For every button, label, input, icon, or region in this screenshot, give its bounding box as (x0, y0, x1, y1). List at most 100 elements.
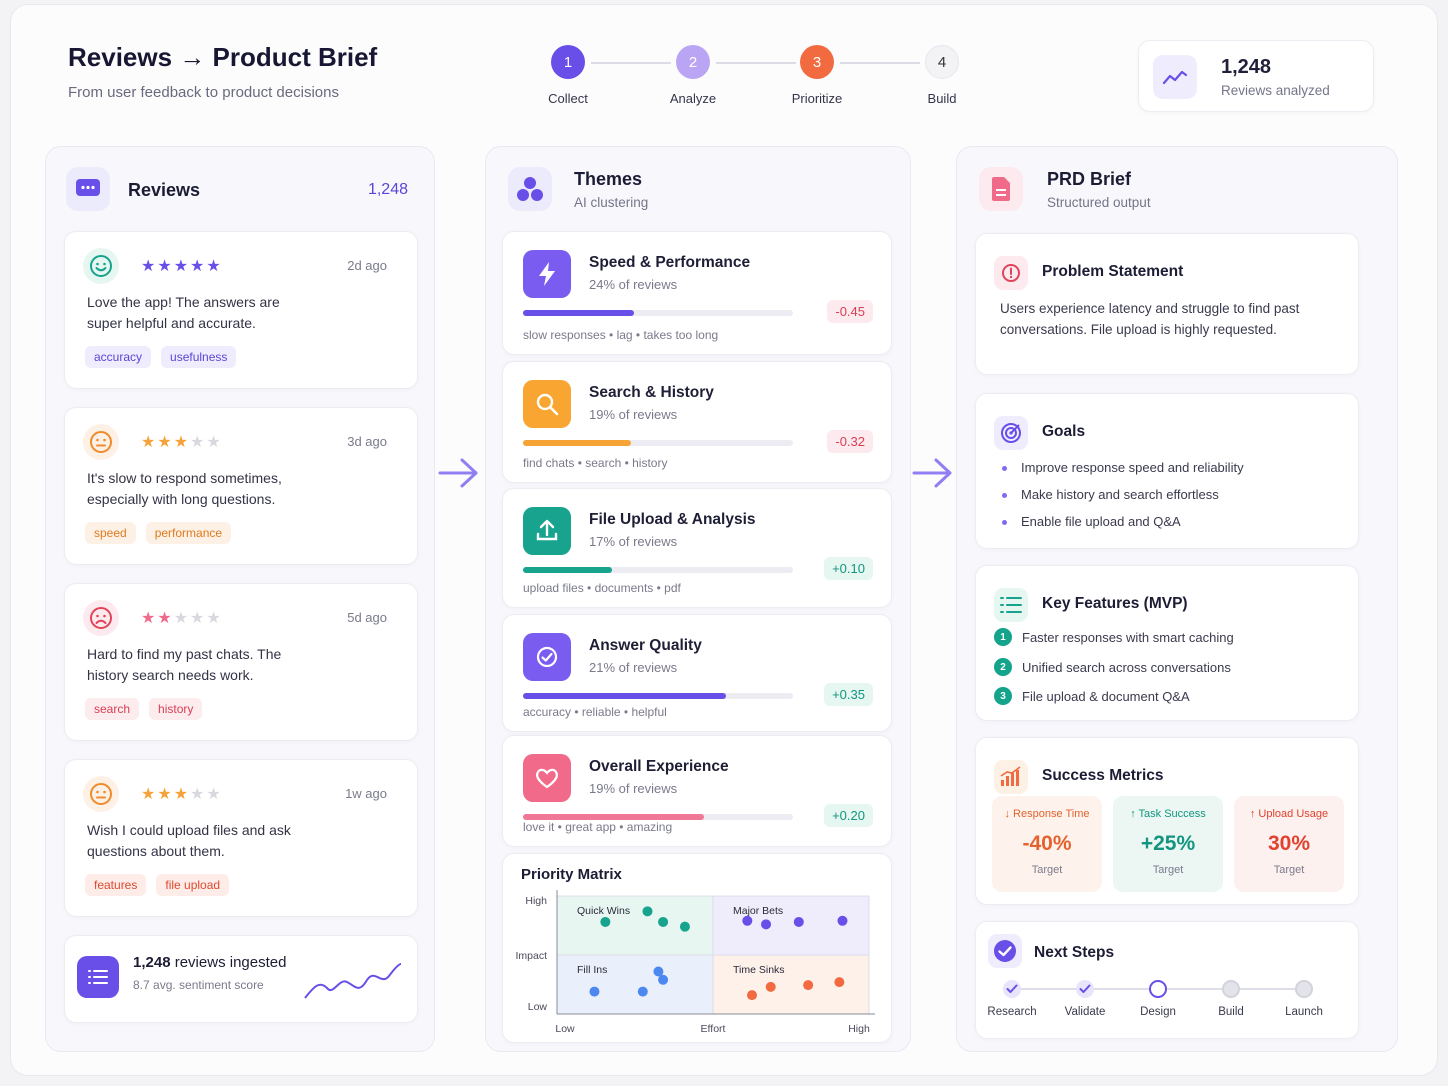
tag[interactable]: features (85, 874, 147, 896)
sentiment-score: +0.20 (824, 804, 873, 827)
next-steps-title: Next Steps (1034, 944, 1115, 961)
theme-card[interactable]: Overall Experience 19% of reviews +0.20 lov… (502, 735, 892, 847)
review-age: 1w ago (345, 786, 387, 801)
metric-target: Target (1152, 864, 1184, 876)
checklist-icon (994, 588, 1028, 622)
y-high-label: High (525, 895, 547, 907)
theme-bar-fill (523, 814, 704, 820)
review-age: 5d ago (347, 610, 387, 625)
metric-value: +25% (1140, 832, 1196, 855)
themes-title: Themes (574, 169, 643, 189)
x-low-label: Low (555, 1023, 575, 1035)
step-build[interactable]: 4 Build (902, 45, 982, 106)
step-analyze[interactable]: 2 Analyze (653, 45, 733, 106)
review-age: 2d ago (347, 258, 387, 273)
reviews-count: 1,248 (367, 181, 408, 198)
matrix-point (679, 921, 690, 932)
step-number: 3 (800, 45, 834, 79)
theme-bar (523, 310, 793, 316)
next-step-research[interactable]: Research (977, 980, 1047, 1018)
matrix-point (742, 915, 753, 926)
step-label: Analyze (669, 91, 717, 106)
step-number: 2 (676, 45, 710, 79)
next-step-label: Validate (1064, 1006, 1106, 1018)
theme-bar (523, 814, 793, 820)
theme-card[interactable]: Speed & Performance 24% of reviews -0.45 sl… (502, 231, 892, 355)
step-collect[interactable]: 1 Collect (528, 45, 608, 106)
theme-keywords: slow responses • lag • takes too long (523, 328, 719, 342)
next-step-launch[interactable]: Launch (1269, 980, 1339, 1018)
review-text: Hard to find my past chats. The history … (87, 646, 282, 683)
tag[interactable]: search (85, 698, 140, 720)
matrix-point (747, 990, 757, 1001)
heart-icon (523, 754, 571, 802)
tag[interactable]: usefulness (161, 346, 237, 368)
theme-keywords: love it • great app • amazing (523, 820, 673, 834)
neutral-face-icon (83, 776, 119, 812)
matrix-point (637, 986, 648, 997)
x-high-label: High (848, 1023, 870, 1035)
feature-item: 1 Faster responses with smart caching (994, 628, 1234, 646)
step-prioritize[interactable]: 3 Prioritize (777, 45, 857, 106)
problem-text: Users experience latency and struggle to… (1000, 301, 1300, 337)
feature-item: 2 Unified search across conversations (994, 658, 1231, 676)
goals-card: Goals Improve response speed and reliabi… (975, 393, 1359, 549)
features-title: Key Features (MVP) (1042, 595, 1188, 612)
chat-icon (66, 167, 110, 211)
theme-keywords: find chats • search • history (523, 456, 668, 470)
prd-panel: PRD Brief Structured output Problem Stat… (956, 146, 1398, 1052)
review-text: Wish I could upload files and ask questi… (87, 822, 291, 859)
next-step-build[interactable]: Build (1196, 980, 1266, 1018)
theme-card[interactable]: Answer Quality 21% of reviews +0.35 accurac… (502, 614, 892, 732)
metric-tile: ↓ Response Time -40% Target (992, 796, 1102, 892)
metric-label: ↑ Upload Usage (1249, 808, 1329, 820)
step-connector (840, 62, 920, 64)
sentiment-score: -0.32 (827, 430, 873, 453)
tag[interactable]: accuracy (85, 346, 152, 368)
magnifier-icon (523, 380, 571, 428)
key-features-card: Key Features (MVP) 1 Faster responses wit… (975, 565, 1359, 721)
theme-name: Speed & Performance (589, 254, 751, 271)
success-metrics-card: Success Metrics ↓ Response Time -40% Targe… (975, 737, 1359, 905)
theme-card[interactable]: File Upload & Analysis 17% of reviews +0.1… (502, 488, 892, 608)
matrix-point (653, 966, 664, 977)
quadrant-label: Quick Wins (577, 905, 630, 917)
stat-label: Reviews analyzed (1221, 83, 1330, 98)
matrix-point (658, 916, 669, 927)
ingest-count: 1,248 (133, 954, 171, 971)
theme-card[interactable]: Search & History 19% of reviews -0.32 find … (502, 361, 892, 483)
theme-bar-fill (523, 310, 634, 316)
tag[interactable]: history (149, 698, 203, 720)
y-axis-label: Impact (515, 950, 547, 962)
review-card[interactable]: ★★★★★ 2d ago Love the app! The answers a… (64, 231, 418, 389)
priority-matrix: Priority Matrix Quick Wins Major Bets Fill… (502, 853, 892, 1043)
next-step-design[interactable]: Design (1123, 980, 1193, 1018)
star-rating: ★★★★★ (141, 258, 223, 275)
feature-item: 3 File upload & document Q&A (994, 687, 1190, 705)
matrix-point (834, 977, 845, 988)
theme-share: 19% of reviews (589, 781, 678, 796)
step-label: Prioritize (791, 91, 843, 106)
theme-bar-fill (523, 693, 726, 699)
quadrant-label: Fill Ins (577, 964, 607, 976)
bar-chart-icon (994, 760, 1028, 794)
next-step-validate[interactable]: Validate (1050, 980, 1120, 1018)
theme-bar (523, 567, 793, 573)
theme-name: File Upload & Analysis (589, 511, 756, 528)
review-card[interactable]: ★★★★★ 5d ago Hard to find my past chats.… (64, 583, 418, 741)
review-card[interactable]: ★★★★★ 3d ago It's slow to respond someti… (64, 407, 418, 565)
ingest-summary: 1,248 reviews ingested 8.7 avg. sentimen… (64, 935, 418, 1023)
review-card[interactable]: ★★★★★ 1w ago Wish I could upload files a… (64, 759, 418, 917)
goals-title: Goals (1042, 423, 1086, 440)
check-badge-icon (988, 934, 1022, 968)
goal-item: Enable file upload and Q&A (1002, 514, 1181, 529)
next-step-label: Build (1218, 1006, 1244, 1018)
tag[interactable]: speed (85, 522, 136, 544)
tag[interactable]: performance (145, 522, 232, 544)
tag[interactable]: file upload (156, 874, 230, 896)
metric-target: Target (1273, 864, 1305, 876)
reviews-panel: Reviews 1,248 ★★★★★ 2d ago Love the app!… (45, 146, 435, 1052)
stat-value: 1,248 (1221, 56, 1272, 78)
star-rating: ★★★★★ (141, 786, 223, 803)
step-connector (591, 62, 671, 64)
